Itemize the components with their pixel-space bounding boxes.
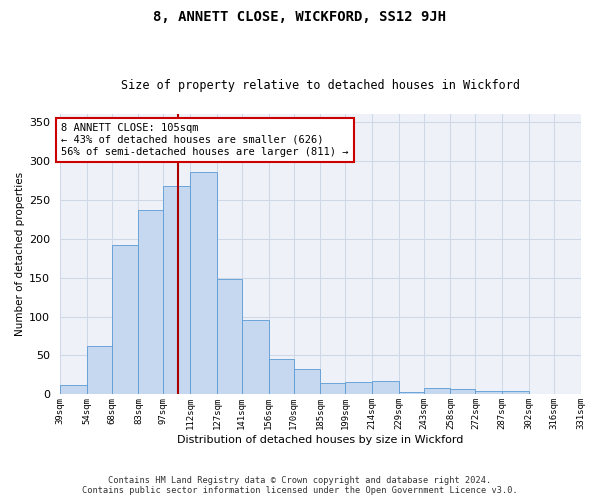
Bar [372,381,398,394]
Bar [424,388,451,394]
Bar [139,210,163,394]
Bar [60,385,87,394]
Text: Contains HM Land Registry data © Crown copyright and database right 2024.
Contai: Contains HM Land Registry data © Crown c… [82,476,518,495]
Bar [190,172,217,394]
Title: Size of property relative to detached houses in Wickford: Size of property relative to detached ho… [121,79,520,92]
Bar [398,392,424,394]
Bar [293,368,320,394]
Bar [112,245,139,394]
Text: 8 ANNETT CLOSE: 105sqm
← 43% of detached houses are smaller (626)
56% of semi-de: 8 ANNETT CLOSE: 105sqm ← 43% of detached… [61,124,349,156]
Bar [502,392,529,394]
Bar [87,346,112,395]
Bar [475,392,502,394]
Bar [242,320,269,394]
Bar [320,382,345,394]
Bar [451,389,475,394]
Bar [163,186,190,394]
Bar [217,279,242,394]
Text: 8, ANNETT CLOSE, WICKFORD, SS12 9JH: 8, ANNETT CLOSE, WICKFORD, SS12 9JH [154,10,446,24]
Bar [345,382,372,394]
Y-axis label: Number of detached properties: Number of detached properties [15,172,25,336]
X-axis label: Distribution of detached houses by size in Wickford: Distribution of detached houses by size … [177,435,463,445]
Bar [269,360,293,394]
